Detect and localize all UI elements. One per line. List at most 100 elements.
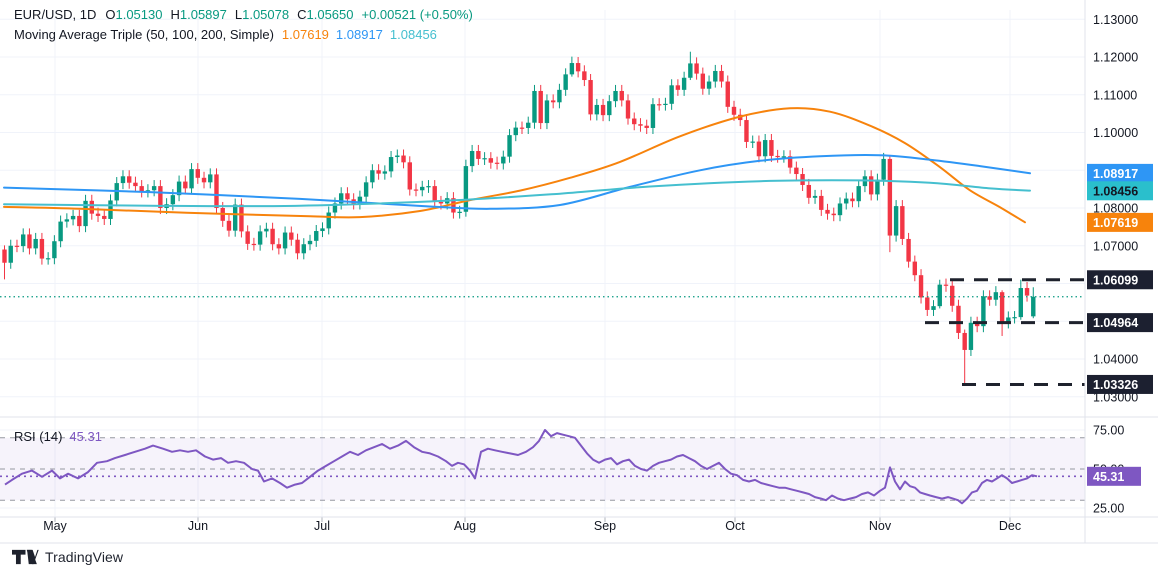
open-label: O: [105, 7, 116, 22]
ma-indicator-legend-row[interactable]: Moving Average Triple (50, 100, 200, Sim…: [14, 27, 437, 43]
candle: [656, 104, 662, 106]
candle: [176, 181, 182, 196]
candle: [744, 120, 749, 142]
candle: [850, 198, 855, 202]
candle: [731, 106, 737, 115]
candle: [644, 125, 649, 128]
price-axis-label: 1.10000: [1093, 126, 1138, 140]
candle: [663, 103, 668, 106]
candle: [819, 195, 824, 210]
candle: [488, 158, 494, 163]
candle: [139, 186, 144, 192]
candle: [812, 195, 818, 198]
candle: [943, 284, 949, 286]
candle: [550, 100, 556, 103]
rsi-line: [4, 429, 1038, 505]
candle: [806, 184, 812, 198]
candle: [868, 176, 874, 195]
price-axis-label: 1.13000: [1093, 13, 1138, 27]
price-badge-text: 1.06099: [1093, 273, 1138, 287]
candle: [557, 89, 562, 103]
candle: [8, 245, 13, 263]
price-axis-label: 1.04000: [1093, 353, 1138, 367]
candle: [625, 100, 631, 119]
candle: [345, 193, 350, 200]
candle: [981, 296, 986, 327]
candle: [999, 292, 1005, 323]
month-label: Jun: [188, 519, 208, 533]
candle: [33, 238, 38, 249]
candle: [762, 140, 768, 157]
symbol-legend-row[interactable]: EUR/USD, 1D O1.05130 H1.05897 L1.05078 C1.05…: [14, 7, 473, 23]
month-label: Oct: [725, 519, 745, 533]
month-label: May: [43, 519, 67, 533]
tradingview-watermark[interactable]: TradingView: [12, 549, 123, 565]
candle: [713, 70, 718, 82]
candle: [276, 244, 282, 249]
change-value: +0.00521 (+0.50%): [361, 7, 473, 22]
candle: [226, 220, 232, 231]
price-badge-text: 1.04964: [1093, 316, 1138, 330]
candle: [775, 155, 780, 158]
candle: [39, 238, 45, 259]
candle: [719, 70, 724, 82]
candle: [476, 150, 481, 159]
ma50-line: [3, 107, 1026, 224]
rsi-indicator-legend-row[interactable]: RSI (14) 45.31: [14, 429, 102, 444]
candle: [875, 179, 880, 195]
tradingview-watermark-text: TradingView: [45, 549, 124, 565]
candle: [451, 198, 456, 213]
candle: [301, 244, 306, 254]
candle: [787, 156, 793, 168]
candle: [89, 200, 94, 214]
candle: [395, 155, 400, 158]
candle: [463, 166, 469, 212]
candle: [1006, 317, 1011, 323]
candle: [158, 186, 163, 208]
month-label: Nov: [869, 519, 892, 533]
time-axis[interactable]: [0, 517, 1085, 543]
candle: [993, 292, 999, 300]
candle: [950, 285, 955, 306]
candle: [388, 157, 394, 172]
candle: [21, 234, 26, 247]
candle: [307, 240, 313, 245]
candle: [14, 245, 20, 247]
candle: [750, 141, 755, 143]
candle: [694, 63, 699, 74]
candle: [27, 234, 32, 249]
candle: [494, 162, 500, 164]
candle: [675, 85, 681, 90]
price-axis-label: 1.12000: [1093, 51, 1138, 65]
candle: [600, 104, 606, 116]
price-badge: [1087, 212, 1153, 232]
candle: [376, 170, 381, 174]
candle: [544, 100, 550, 124]
candle: [2, 249, 7, 263]
candle: [127, 176, 132, 183]
candle: [64, 219, 70, 222]
candle: [420, 186, 425, 191]
candle: [507, 135, 512, 157]
candle: [413, 189, 419, 191]
candle: [195, 169, 200, 178]
month-label: Jul: [314, 519, 330, 533]
candle: [332, 203, 338, 213]
candle: [289, 232, 294, 240]
price-badge: [1087, 163, 1153, 183]
price-badge-text: 1.03326: [1093, 378, 1138, 392]
ma200-value: 1.08456: [389, 27, 437, 42]
price-badge-text: 1.07619: [1093, 216, 1138, 230]
rsi-indicator-title: RSI (14): [14, 429, 63, 444]
candle: [987, 296, 992, 300]
candle: [382, 171, 388, 174]
candle: [526, 122, 531, 128]
candle: [145, 190, 151, 192]
ma50-value: 1.07619: [281, 27, 329, 42]
candle: [638, 124, 643, 126]
candle: [1018, 288, 1024, 318]
candle: [650, 104, 656, 128]
candle: [519, 127, 525, 129]
